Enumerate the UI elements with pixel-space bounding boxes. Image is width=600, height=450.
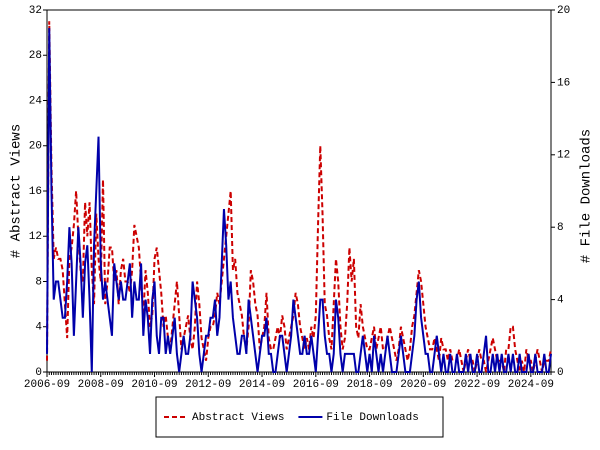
x-tick-label: 2018-09 [346, 379, 392, 391]
x-tick-label: 2020-09 [400, 379, 446, 391]
y2-tick-label: 8 [557, 222, 564, 234]
y-tick-label: 32 [29, 5, 42, 17]
y2-tick-label: 20 [557, 5, 570, 17]
y2-tick-label: 12 [557, 150, 570, 162]
y2-tick-label: 16 [557, 77, 570, 89]
x-tick-label: 2016-09 [293, 379, 339, 391]
y2-tick-label: 0 [557, 367, 564, 379]
y2-axis-title: # File Downloads [579, 129, 595, 263]
series-line [46, 28, 552, 373]
x-tick-label: 2014-09 [239, 379, 285, 391]
y-tick-label: 8 [35, 276, 42, 288]
y-axis-title: # Abstract Views [9, 124, 25, 258]
x-tick-label: 2010-09 [131, 379, 177, 391]
x-tick-label: 2024-09 [508, 379, 554, 391]
y-tick-label: 28 [29, 50, 42, 62]
y-tick-label: 24 [29, 95, 43, 107]
y-tick-label: 16 [29, 186, 42, 198]
legend-label: Abstract Views [192, 412, 284, 424]
x-tick-label: 2012-09 [185, 379, 231, 391]
y2-tick-label: 4 [557, 295, 564, 307]
x-tick-label: 2008-09 [78, 379, 124, 391]
y-tick-label: 0 [35, 367, 42, 379]
y-tick-label: 12 [29, 231, 42, 243]
legend-label: File Downloads [326, 412, 418, 424]
y-tick-label: 4 [35, 322, 42, 334]
x-tick-label: 2006-09 [24, 379, 70, 391]
x-tick-label: 2022-09 [454, 379, 500, 391]
y-tick-label: 20 [29, 141, 42, 153]
